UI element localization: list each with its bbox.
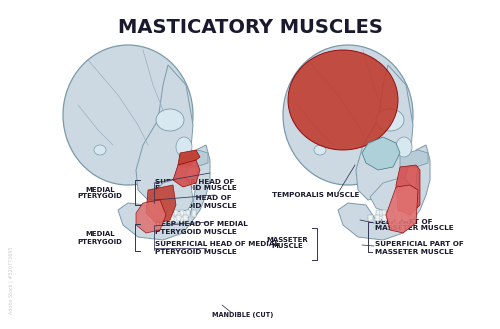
Text: DEEP PART OF
MASSETER MUSCLE: DEEP PART OF MASSETER MUSCLE xyxy=(375,218,454,232)
FancyBboxPatch shape xyxy=(403,215,408,221)
FancyBboxPatch shape xyxy=(176,215,181,221)
FancyBboxPatch shape xyxy=(412,210,416,217)
Polygon shape xyxy=(362,137,400,170)
Ellipse shape xyxy=(288,50,398,150)
Text: SUPERIOR HEAD OF
PTERYGOID MUSCLE: SUPERIOR HEAD OF PTERYGOID MUSCLE xyxy=(155,179,237,191)
FancyBboxPatch shape xyxy=(148,215,153,221)
Text: INFERIOR HEAD OF
PTERYGOID MUSCLE: INFERIOR HEAD OF PTERYGOID MUSCLE xyxy=(155,195,237,209)
Text: MASTICATORY MUSCLES: MASTICATORY MUSCLES xyxy=(118,18,382,37)
Text: SUPERFICIAL PART OF
MASSETER MUSCLE: SUPERFICIAL PART OF MASSETER MUSCLE xyxy=(375,241,464,255)
FancyBboxPatch shape xyxy=(389,215,394,221)
Text: Adobe Stock | #520773695: Adobe Stock | #520773695 xyxy=(8,246,14,314)
Polygon shape xyxy=(396,165,420,215)
FancyBboxPatch shape xyxy=(406,210,410,217)
Text: MASSETER
MUSCLE: MASSETER MUSCLE xyxy=(266,237,308,249)
Polygon shape xyxy=(338,145,430,240)
FancyBboxPatch shape xyxy=(155,215,160,221)
Ellipse shape xyxy=(176,137,192,157)
Ellipse shape xyxy=(396,137,412,157)
Text: MANDIBLE (CUT): MANDIBLE (CUT) xyxy=(212,312,274,318)
Ellipse shape xyxy=(314,145,326,155)
FancyBboxPatch shape xyxy=(368,215,373,221)
FancyBboxPatch shape xyxy=(376,210,380,217)
FancyBboxPatch shape xyxy=(156,210,160,217)
Polygon shape xyxy=(400,150,428,167)
Text: DEEP HEAD OF MEDIAL
PTERYGOID MUSCLE: DEEP HEAD OF MEDIAL PTERYGOID MUSCLE xyxy=(155,221,248,235)
FancyBboxPatch shape xyxy=(400,210,404,217)
Polygon shape xyxy=(386,185,418,233)
Polygon shape xyxy=(136,65,193,200)
FancyBboxPatch shape xyxy=(168,210,172,217)
Text: MEDIAL
PTERYGOID: MEDIAL PTERYGOID xyxy=(78,232,122,244)
Ellipse shape xyxy=(63,45,193,185)
Polygon shape xyxy=(146,185,176,223)
Polygon shape xyxy=(180,150,208,167)
Ellipse shape xyxy=(94,145,106,155)
Ellipse shape xyxy=(156,109,184,131)
FancyBboxPatch shape xyxy=(186,210,190,217)
Polygon shape xyxy=(356,65,413,200)
Polygon shape xyxy=(150,177,193,213)
Polygon shape xyxy=(136,200,166,233)
Text: MEDIAL
PTERYGOID: MEDIAL PTERYGOID xyxy=(78,187,122,199)
FancyBboxPatch shape xyxy=(174,210,178,217)
FancyBboxPatch shape xyxy=(183,215,188,221)
Ellipse shape xyxy=(376,109,404,131)
FancyBboxPatch shape xyxy=(388,210,392,217)
Polygon shape xyxy=(118,145,210,240)
FancyBboxPatch shape xyxy=(396,215,401,221)
Text: TEMPORALIS MUSCLE: TEMPORALIS MUSCLE xyxy=(272,192,360,198)
Polygon shape xyxy=(370,177,413,213)
FancyBboxPatch shape xyxy=(375,215,380,221)
Polygon shape xyxy=(173,160,200,187)
FancyBboxPatch shape xyxy=(192,210,196,217)
Ellipse shape xyxy=(283,45,413,185)
FancyBboxPatch shape xyxy=(394,210,398,217)
Polygon shape xyxy=(178,150,200,165)
FancyBboxPatch shape xyxy=(162,215,167,221)
FancyBboxPatch shape xyxy=(382,210,386,217)
FancyBboxPatch shape xyxy=(162,210,166,217)
FancyBboxPatch shape xyxy=(169,215,174,221)
FancyBboxPatch shape xyxy=(180,210,184,217)
Text: SUPERFICIAL HEAD OF MEDIAL
PTERYGOID MUSCLE: SUPERFICIAL HEAD OF MEDIAL PTERYGOID MUS… xyxy=(155,241,279,255)
FancyBboxPatch shape xyxy=(382,215,387,221)
